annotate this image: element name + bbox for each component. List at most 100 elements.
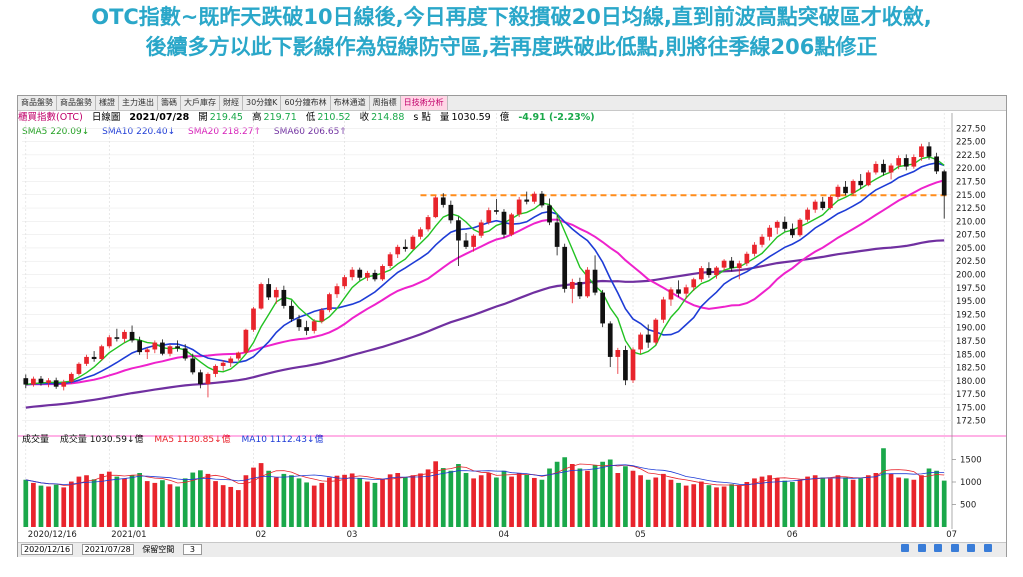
close-value: 214.88: [371, 112, 405, 123]
quote-date: 2021/07/28: [129, 112, 190, 123]
tab-10[interactable]: 周指標: [370, 96, 401, 110]
price-tick-label: 205.00: [956, 244, 986, 254]
settings-icon[interactable]: [967, 544, 976, 552]
volume-bar: [600, 461, 606, 527]
tab-0[interactable]: 商品盤勢: [18, 96, 57, 110]
volume-bar: [805, 476, 810, 527]
candle-body: [273, 289, 279, 298]
candle-body: [858, 180, 864, 186]
volume-bar: [266, 470, 272, 527]
space-input[interactable]: 3: [182, 544, 202, 555]
candle-body: [84, 356, 89, 364]
price-tick-label: 182.50: [956, 364, 986, 374]
expand-icon[interactable]: [984, 544, 992, 552]
tab-11[interactable]: 日技術分析: [400, 96, 448, 110]
volume-legend-value: 成交量 1030.59↓億: [59, 435, 144, 445]
low-label: 低: [305, 112, 316, 123]
volume-ma5-legend: MA5 1130.85↓億: [154, 435, 231, 445]
price-tick-label: 207.50: [956, 231, 986, 241]
volume-bar: [463, 473, 469, 527]
tab-1[interactable]: 商品盤勢: [57, 96, 96, 110]
zoom-out-icon[interactable]: [917, 544, 926, 552]
volume-bar: [714, 487, 719, 527]
volume-bar: [607, 459, 613, 527]
candle-body: [152, 342, 158, 350]
volume-ma10-legend: MA10 1112.43↓億: [241, 435, 324, 445]
volume-bar: [661, 473, 666, 527]
volume-bar: [84, 475, 89, 527]
tab-3[interactable]: 主力進出: [119, 96, 158, 110]
volume-bar: [395, 473, 401, 527]
candle-body: [144, 349, 150, 353]
candle-body: [296, 319, 302, 328]
candle-body: [160, 342, 165, 354]
tab-7[interactable]: 30分鐘K: [243, 96, 282, 110]
tab-5[interactable]: 大戶庫存: [181, 96, 220, 110]
candle-body: [486, 210, 492, 223]
candle-body: [736, 263, 742, 269]
zoom-in-icon[interactable]: [901, 544, 910, 552]
candle-body: [235, 352, 241, 359]
volume-bar: [243, 475, 249, 527]
price-tick-label: 212.50: [956, 204, 986, 214]
volume-bar: [334, 475, 340, 527]
volume-bar: [744, 482, 750, 527]
volume-bar: [873, 473, 879, 527]
volume-bar: [53, 484, 59, 527]
volume-bar: [494, 477, 499, 527]
tab-9[interactable]: 布林通道: [331, 96, 370, 110]
candle-body: [182, 348, 188, 359]
candle-body: [554, 222, 560, 247]
volume-bar: [934, 470, 939, 527]
price-tick-label: 187.50: [956, 337, 986, 347]
candle-body: [941, 171, 947, 196]
volume-bar: [311, 485, 317, 527]
candle-body: [122, 331, 127, 339]
price-tick-label: 220.00: [956, 164, 986, 174]
x-tick-label: 02: [256, 530, 267, 540]
volume-bar: [835, 475, 841, 527]
candle-body: [630, 349, 636, 381]
date-from-select[interactable]: 2020/12/16: [21, 544, 74, 555]
candle-body: [607, 323, 613, 357]
volume-bar: [706, 485, 712, 527]
ma-legend: SMA5 220.09↓ SMA10 220.40↓ SMA20 218.27↑…: [22, 126, 357, 138]
space-label: 保留空間: [142, 545, 175, 554]
close-label: 收: [359, 112, 370, 123]
volume-bar: [122, 478, 127, 527]
date-to-select[interactable]: 2021/07/28: [81, 544, 134, 555]
volume-bar: [137, 473, 143, 527]
price-tick-label: 200.00: [956, 271, 986, 281]
volume-tick-label: 1500: [960, 456, 982, 466]
volume-bar: [91, 479, 97, 527]
volume-bar: [827, 478, 833, 527]
tab-6[interactable]: 財經: [220, 96, 243, 110]
scroll-right-icon[interactable]: [950, 544, 959, 552]
sma20-legend: SMA20 218.27↑: [188, 127, 261, 137]
tab-2[interactable]: 樣證: [96, 96, 119, 110]
volume-ma10-line: [25, 464, 945, 485]
volume-bar: [152, 482, 158, 527]
volume-bar: [68, 481, 74, 527]
candle-body: [881, 163, 886, 173]
volume-label: 量: [439, 112, 450, 123]
price-tick-label: 225.00: [956, 138, 986, 148]
volume-bar: [190, 472, 196, 527]
volume-tick-label: 1000: [960, 478, 982, 488]
candle-body: [501, 211, 507, 235]
volume-bar: [425, 469, 431, 527]
scroll-left-icon[interactable]: [934, 544, 943, 552]
price-tick-label: 215.00: [956, 191, 986, 201]
candle-body: [562, 246, 568, 289]
tab-8[interactable]: 60分鐘布林: [281, 96, 331, 110]
tab-4[interactable]: 籌碼: [158, 96, 181, 110]
candle-body: [425, 217, 431, 230]
x-tick-label: 04: [498, 530, 509, 540]
volume-bar: [668, 479, 674, 527]
volume-bar: [592, 464, 598, 527]
x-tick-label: 07: [946, 530, 957, 540]
change-value: -4.91 (-2.23%): [518, 112, 595, 123]
candle-body: [827, 196, 833, 209]
volume-bar: [258, 463, 264, 527]
price-tick-label: 210.00: [956, 217, 986, 227]
